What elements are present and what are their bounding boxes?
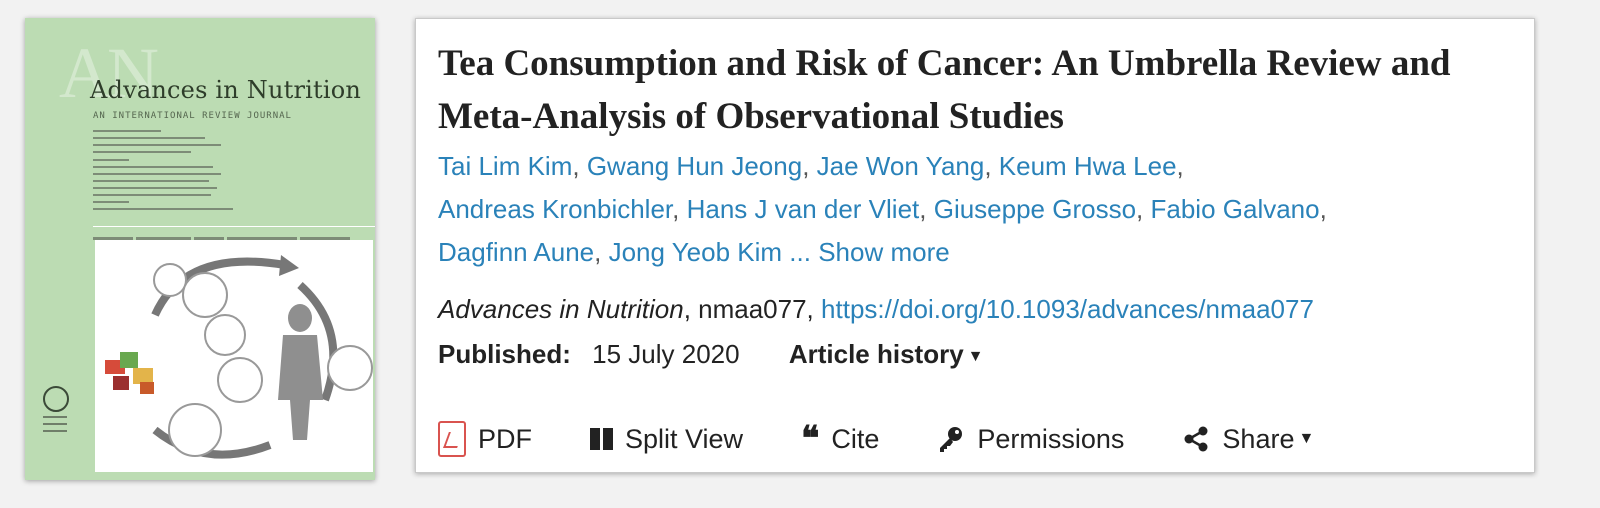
permissions-label: Permissions <box>977 423 1125 454</box>
article-history-label: Article history <box>788 339 964 369</box>
cover-journal-title: Advances in Nutrition <box>90 76 362 104</box>
author-list: Tai Lim Kim, Gwang Hun Jeong, Jae Won Ya… <box>438 151 1327 267</box>
cover-diagram-icon <box>105 255 373 459</box>
author-link[interactable]: Keum Hwa Lee <box>998 151 1177 181</box>
author-ellipsis: ... <box>789 237 811 267</box>
cite-label: Cite <box>831 423 880 454</box>
cover-contents-lines <box>93 130 233 215</box>
cover-illustration <box>95 240 373 472</box>
cover-subtitle: AN INTERNATIONAL REVIEW JOURNAL <box>93 111 292 121</box>
citation-line: Advances in Nutrition, nmaa077, https://… <box>438 294 1314 324</box>
author-link[interactable]: Dagfinn Aune <box>438 237 595 267</box>
journal-cover[interactable]: AN Advances in Nutrition AN INTERNATIONA… <box>25 18 375 480</box>
article-id: nmaa077, <box>698 294 814 324</box>
pdf-label: PDF <box>478 423 532 454</box>
author-link[interactable]: Fabio Galvano <box>1150 194 1320 224</box>
article-title: Tea Consumption and Risk of Cancer: An U… <box>438 43 1451 137</box>
published-label: Published: <box>438 339 571 369</box>
share-icon <box>1182 425 1210 453</box>
quote-icon: ❝ <box>801 419 820 459</box>
publication-info: Published: 15 July 2020 Article history ▼ <box>438 339 984 370</box>
author-link[interactable]: Hans J van der Vliet <box>686 194 920 224</box>
article-toolbar: PDF Split View ❝ Cite Permissions <box>438 417 1372 461</box>
share-dropdown[interactable]: Share ▼ <box>1182 424 1314 455</box>
author-link[interactable]: Tai Lim Kim <box>438 151 573 181</box>
author-link[interactable]: Andreas Kronbichler <box>438 194 673 224</box>
caret-down-icon: ▼ <box>1298 430 1315 447</box>
article-history-dropdown[interactable]: Article history ▼ <box>789 339 984 369</box>
split-view-icon <box>590 428 613 450</box>
split-view-button[interactable]: Split View <box>590 424 743 455</box>
publisher-logo-text <box>43 416 67 437</box>
cite-button[interactable]: ❝ Cite <box>801 419 880 459</box>
author-link[interactable]: Giuseppe Grosso <box>933 194 1137 224</box>
show-more-link[interactable]: Show more <box>818 237 950 267</box>
author-link[interactable]: Jong Yeob Kim <box>608 237 783 267</box>
article-card: Tea Consumption and Risk of Cancer: An U… <box>415 18 1535 473</box>
permissions-button[interactable]: Permissions <box>937 424 1124 455</box>
pdf-icon <box>438 421 466 457</box>
published-date: 15 July 2020 <box>592 339 740 369</box>
pdf-button[interactable]: PDF <box>438 421 532 457</box>
author-link[interactable]: Jae Won Yang <box>816 151 985 181</box>
journal-name: Advances in Nutrition <box>438 294 684 324</box>
split-view-label: Split View <box>625 423 744 454</box>
cover-watermark: AN <box>59 33 159 113</box>
publisher-logo-icon <box>43 386 69 412</box>
caret-down-icon: ▼ <box>967 348 984 365</box>
cover-strip <box>93 226 375 241</box>
doi-link[interactable]: https://doi.org/10.1093/advances/nmaa077 <box>821 294 1314 324</box>
author-link[interactable]: Gwang Hun Jeong <box>586 151 803 181</box>
key-icon <box>937 425 965 453</box>
share-label: Share <box>1222 423 1295 454</box>
